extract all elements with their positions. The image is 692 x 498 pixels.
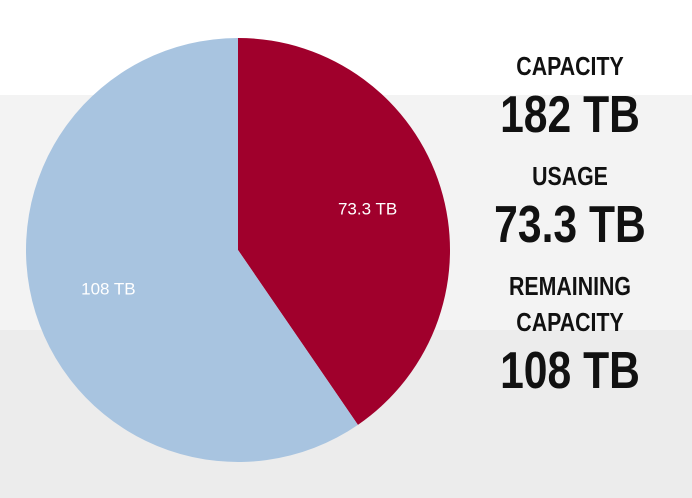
stat-label: CAPACITY [516,51,624,81]
stats-panel: CAPACITY 182 TB USAGE 73.3 TB REMAINING CAPA… [470,48,670,414]
stat-label: USAGE [532,161,608,191]
stat-value: 182 TB [500,86,640,144]
stat-value: 73.3 TB [494,196,646,254]
pie-slice [26,38,358,462]
stat-value: 108 TB [500,342,640,400]
slice-label: 73.3 TB [338,199,397,218]
slice-label: 108 TB [81,280,136,299]
pie-slice [238,38,451,425]
stat-label: REMAINING CAPACITY [508,271,632,337]
